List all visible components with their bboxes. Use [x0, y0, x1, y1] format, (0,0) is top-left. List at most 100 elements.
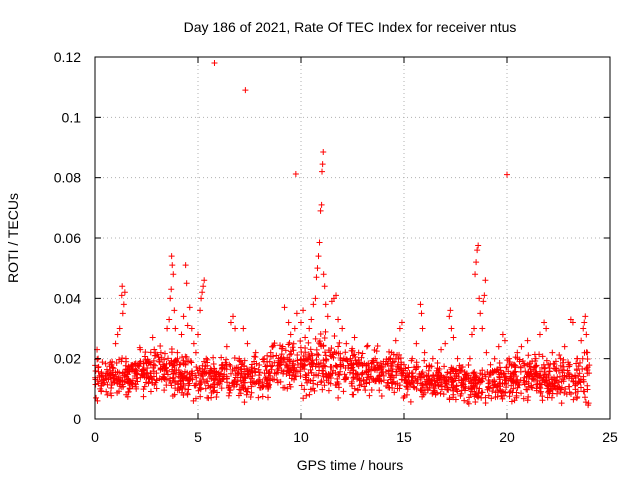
band-point — [274, 379, 281, 386]
band-point — [452, 396, 459, 403]
band-point — [340, 362, 347, 369]
data-point — [313, 274, 320, 281]
data-point — [543, 325, 550, 332]
band-point — [137, 374, 144, 381]
data-point — [380, 358, 387, 365]
data-point — [510, 361, 517, 368]
data-point — [316, 239, 323, 246]
data-point — [319, 161, 326, 168]
data-point — [242, 87, 249, 94]
data-point — [322, 301, 329, 308]
band-point — [536, 384, 543, 391]
band-point — [533, 374, 540, 381]
band-point — [424, 386, 431, 393]
band-point — [197, 379, 204, 386]
band-point — [511, 371, 518, 378]
band-point — [240, 370, 247, 377]
y-tick-label: 0 — [73, 411, 81, 427]
band-point — [351, 351, 358, 358]
band-point — [331, 332, 338, 339]
band-point — [200, 376, 207, 383]
band-point — [325, 347, 332, 354]
band-point — [216, 380, 223, 387]
band-point — [446, 395, 453, 402]
band-point — [229, 366, 236, 373]
band-point — [335, 343, 342, 350]
band-point — [369, 375, 376, 382]
y-tick-label: 0.12 — [54, 49, 81, 65]
data-point — [569, 319, 576, 326]
data-point — [330, 295, 337, 302]
band-point — [426, 375, 433, 382]
band-point — [211, 365, 218, 372]
band-point — [566, 383, 573, 390]
data-points — [92, 60, 593, 409]
band-point — [565, 370, 572, 377]
chart-title: Day 186 of 2021, Rate Of TEC Index for r… — [184, 19, 517, 35]
data-point — [418, 310, 425, 317]
band-point — [100, 376, 107, 383]
band-point — [315, 339, 322, 346]
data-point — [475, 242, 482, 249]
data-point — [149, 334, 156, 341]
band-point — [372, 378, 379, 385]
band-point — [325, 387, 332, 394]
data-point — [223, 343, 230, 350]
band-point — [441, 363, 448, 370]
band-point — [482, 373, 489, 380]
data-point — [203, 355, 210, 362]
band-point — [103, 366, 110, 373]
band-point — [161, 387, 168, 394]
band-point — [395, 356, 402, 363]
band-point — [114, 368, 121, 375]
band-point — [524, 361, 531, 368]
data-point — [359, 361, 366, 368]
data-point — [584, 349, 591, 356]
data-point — [574, 355, 581, 362]
data-point — [97, 385, 104, 392]
data-point — [481, 292, 488, 299]
band-point — [320, 342, 327, 349]
x-tick-label: 0 — [91, 429, 99, 445]
x-axis-label: GPS time / hours — [297, 457, 404, 473]
band-point — [116, 356, 123, 363]
band-point — [102, 360, 109, 367]
data-point — [195, 331, 201, 338]
band-point — [515, 381, 522, 388]
band-point — [267, 372, 274, 379]
band-point — [190, 397, 197, 404]
data-point — [198, 295, 205, 302]
data-point — [421, 349, 428, 356]
band-point — [580, 388, 587, 395]
band-point — [332, 362, 339, 369]
band-point — [579, 365, 586, 372]
data-point — [458, 367, 465, 374]
band-point — [561, 389, 568, 396]
band-point — [206, 369, 213, 376]
band-point — [267, 353, 274, 360]
data-point — [306, 325, 313, 332]
data-point — [320, 271, 327, 278]
band-point — [584, 386, 591, 393]
band-point — [301, 386, 308, 393]
data-point — [319, 168, 326, 175]
data-point — [310, 301, 317, 308]
band-point — [193, 363, 200, 370]
band-point — [168, 346, 175, 353]
band-point — [409, 370, 416, 377]
band-point — [268, 366, 275, 373]
band-point — [261, 370, 268, 377]
band-point — [313, 371, 320, 378]
band-point — [404, 391, 411, 398]
band-point — [552, 358, 559, 365]
band-point — [185, 382, 192, 389]
data-point — [314, 265, 321, 272]
data-point — [277, 355, 284, 362]
band-point — [554, 374, 561, 381]
band-point — [251, 353, 258, 360]
band-point — [374, 362, 381, 369]
band-point — [150, 357, 157, 364]
band-point — [200, 368, 207, 375]
band-point — [227, 362, 234, 369]
band-point — [380, 369, 387, 376]
